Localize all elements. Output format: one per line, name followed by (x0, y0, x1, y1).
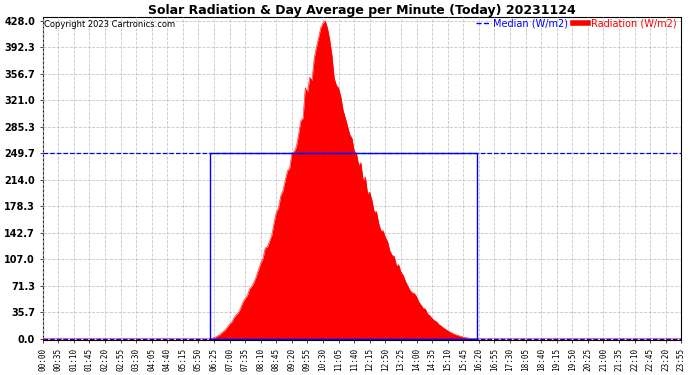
Legend: Median (W/m2), Radiation (W/m2): Median (W/m2), Radiation (W/m2) (476, 19, 676, 29)
Text: Copyright 2023 Cartronics.com: Copyright 2023 Cartronics.com (44, 20, 175, 29)
Title: Solar Radiation & Day Average per Minute (Today) 20231124: Solar Radiation & Day Average per Minute… (148, 4, 576, 17)
Bar (210, 153, 477, 339)
